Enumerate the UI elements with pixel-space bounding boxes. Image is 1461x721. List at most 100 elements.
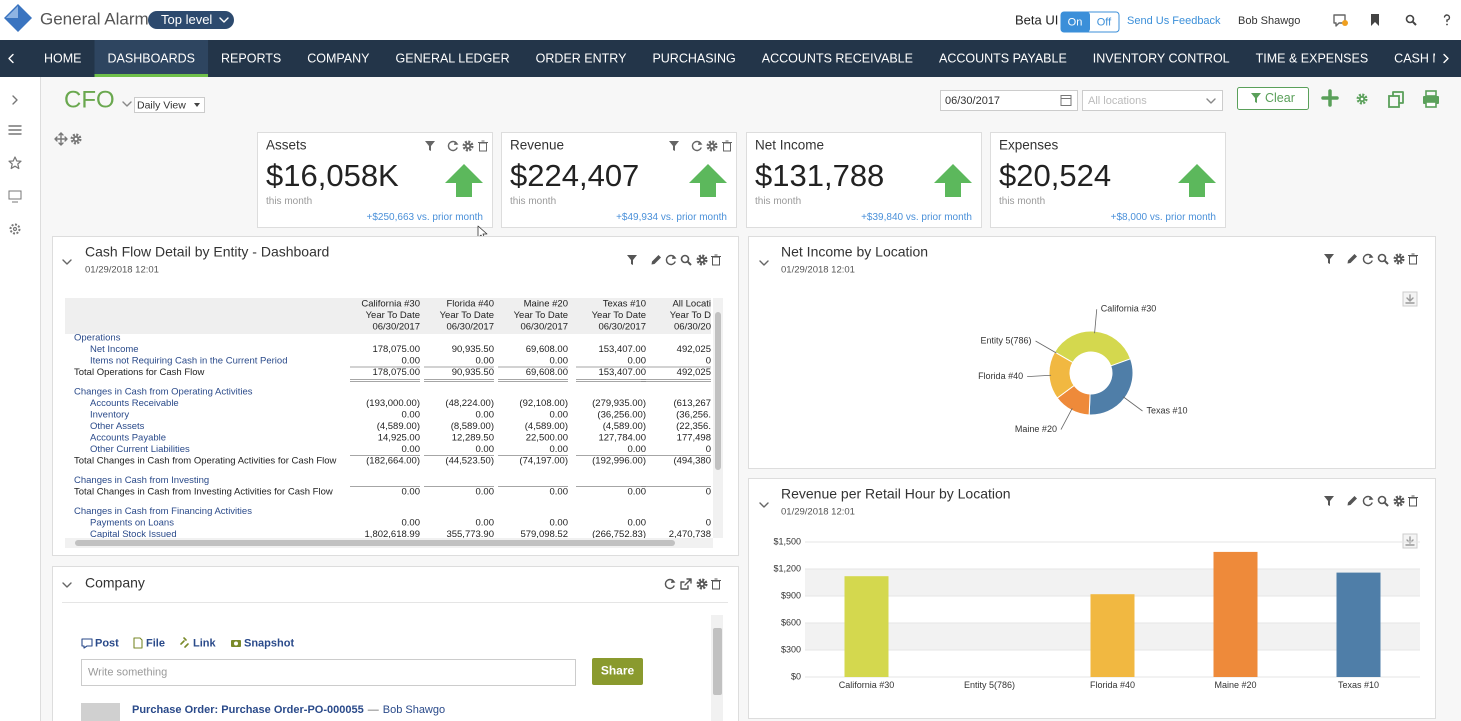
nav-item[interactable]: ACCOUNTS RECEIVABLE [762, 51, 913, 65]
nav-item[interactable]: ORDER ENTRY [536, 51, 627, 65]
level-label[interactable]: Top level [161, 12, 212, 27]
help-icon[interactable] [1443, 14, 1451, 26]
scrollbar-thumb[interactable] [75, 540, 675, 546]
nav-item[interactable]: ACCOUNTS PAYABLE [939, 51, 1067, 65]
bar[interactable] [1090, 594, 1135, 677]
down-icon[interactable] [122, 101, 132, 107]
trash-icon[interactable] [1408, 253, 1418, 265]
gear-icon[interactable] [1393, 495, 1405, 507]
composer-tab[interactable]: Post [95, 637, 119, 649]
monitor-icon[interactable] [8, 190, 22, 203]
toggle-on-label[interactable]: On [1068, 16, 1083, 28]
refresh-icon[interactable] [665, 254, 677, 266]
filter-icon[interactable] [1324, 496, 1334, 506]
down-icon[interactable] [759, 502, 769, 508]
nav-item[interactable]: CASH MANA [1394, 51, 1461, 65]
down-icon[interactable] [1206, 98, 1216, 104]
gear-icon[interactable] [696, 578, 708, 590]
nav-item[interactable]: HOME [44, 51, 82, 65]
nav-item[interactable]: COMPANY [307, 51, 370, 65]
scrollbar-thumb[interactable] [713, 628, 722, 695]
scrollbar-thumb[interactable] [715, 312, 721, 470]
post-icon[interactable] [81, 638, 93, 649]
feed-title[interactable]: Purchase Order: Purchase Order-PO-000055 [132, 704, 364, 716]
bar[interactable] [844, 576, 889, 677]
pencil-icon[interactable] [1347, 254, 1358, 264]
download-icon[interactable] [1402, 291, 1418, 307]
nav-item[interactable]: DASHBOARDS [108, 51, 196, 65]
level-pill[interactable] [148, 11, 234, 29]
date-input[interactable] [940, 90, 1078, 111]
download-icon[interactable] [1402, 533, 1418, 549]
pencil-icon[interactable] [651, 255, 662, 265]
filter-icon[interactable] [1251, 93, 1261, 103]
trash-icon[interactable] [711, 254, 721, 266]
composer-input[interactable] [81, 659, 576, 686]
arrow-up-icon[interactable] [689, 164, 727, 197]
donut-slice[interactable] [1054, 351, 1074, 363]
copy-icon[interactable] [1388, 91, 1404, 108]
gear-icon[interactable] [70, 133, 82, 145]
file-icon[interactable] [133, 637, 143, 649]
cog-icon[interactable] [9, 223, 21, 235]
nav-item[interactable]: INVENTORY CONTROL [1093, 51, 1230, 65]
search-icon[interactable] [1377, 253, 1389, 265]
arrow-up-icon[interactable] [1178, 164, 1216, 197]
composer-tab[interactable]: Link [193, 637, 216, 649]
refresh-icon[interactable] [664, 578, 676, 590]
composer-tab[interactable]: Snapshot [244, 637, 294, 649]
right-icon[interactable] [1443, 53, 1449, 64]
view-select[interactable] [134, 97, 205, 113]
down-icon[interactable] [62, 259, 72, 265]
down-icon[interactable] [219, 17, 229, 23]
star-icon[interactable] [8, 156, 22, 170]
trash-icon[interactable] [722, 140, 732, 152]
feed-author[interactable]: Bob Shawgo [383, 704, 445, 716]
donut-slice[interactable] [1054, 330, 1132, 367]
location-select[interactable] [1082, 90, 1223, 111]
share-button[interactable] [592, 658, 643, 685]
calendar-icon[interactable] [1060, 95, 1072, 106]
gear-icon[interactable] [706, 140, 718, 152]
nav-item[interactable]: GENERAL LEDGER [396, 51, 510, 65]
refresh-icon[interactable] [1362, 253, 1374, 265]
filter-icon[interactable] [627, 255, 637, 265]
nav-item[interactable]: TIME & EXPENSES [1256, 51, 1369, 65]
filter-icon[interactable] [669, 141, 679, 151]
arrow-up-icon[interactable] [445, 164, 483, 197]
user-name[interactable]: Bob Shawgo [1238, 15, 1300, 27]
refresh-icon[interactable] [447, 140, 459, 152]
list-icon[interactable] [8, 125, 22, 135]
trash-icon[interactable] [478, 140, 488, 152]
filter-icon[interactable] [1324, 254, 1334, 264]
search-icon[interactable] [1377, 495, 1389, 507]
popout-icon[interactable] [680, 578, 692, 590]
refresh-icon[interactable] [691, 140, 703, 152]
gear-icon[interactable] [1393, 253, 1405, 265]
camera-icon[interactable] [231, 640, 241, 647]
plus-icon[interactable] [1321, 89, 1339, 107]
bar[interactable] [1213, 551, 1258, 677]
chat-icon[interactable] [1333, 14, 1348, 27]
nav-item[interactable]: REPORTS [221, 51, 281, 65]
nav-item[interactable]: PURCHASING [652, 51, 735, 65]
right-icon[interactable] [12, 95, 18, 105]
refresh-icon[interactable] [1362, 495, 1374, 507]
bar[interactable] [1336, 572, 1381, 677]
gear-icon[interactable] [462, 140, 474, 152]
pencil-icon[interactable] [1347, 496, 1358, 506]
down-icon[interactable] [759, 260, 769, 266]
trash-icon[interactable] [711, 578, 721, 590]
composer-tab[interactable]: File [146, 637, 165, 649]
toggle-off-label[interactable]: Off [1097, 16, 1112, 28]
share-label[interactable]: Share [601, 664, 635, 678]
print-icon[interactable] [1423, 90, 1439, 108]
bookmark-icon[interactable] [1371, 14, 1379, 26]
move-icon[interactable] [54, 132, 68, 146]
search-icon[interactable] [680, 254, 692, 266]
donut-slice[interactable] [1088, 358, 1134, 416]
search-icon[interactable] [1405, 14, 1417, 26]
feedback-link[interactable]: Send Us Feedback [1127, 15, 1221, 27]
clear-label[interactable]: Clear [1265, 91, 1295, 105]
gear-icon[interactable] [1356, 93, 1368, 105]
